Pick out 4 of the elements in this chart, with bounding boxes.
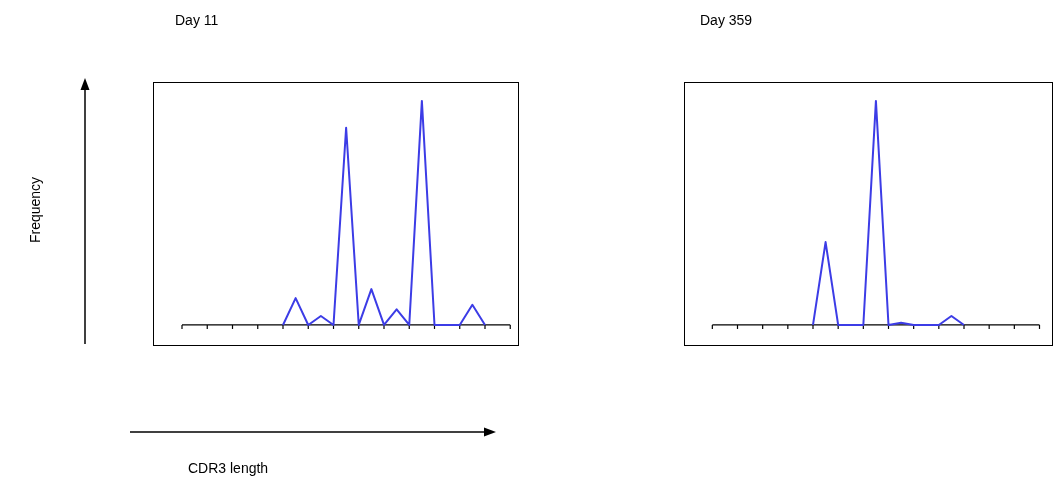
chart-title: Day 11 xyxy=(175,12,219,28)
x-axis-title: CDR3 length xyxy=(188,460,269,476)
y-axis-title: Frequency xyxy=(27,176,43,244)
chart-title: Day 359 xyxy=(700,12,753,28)
